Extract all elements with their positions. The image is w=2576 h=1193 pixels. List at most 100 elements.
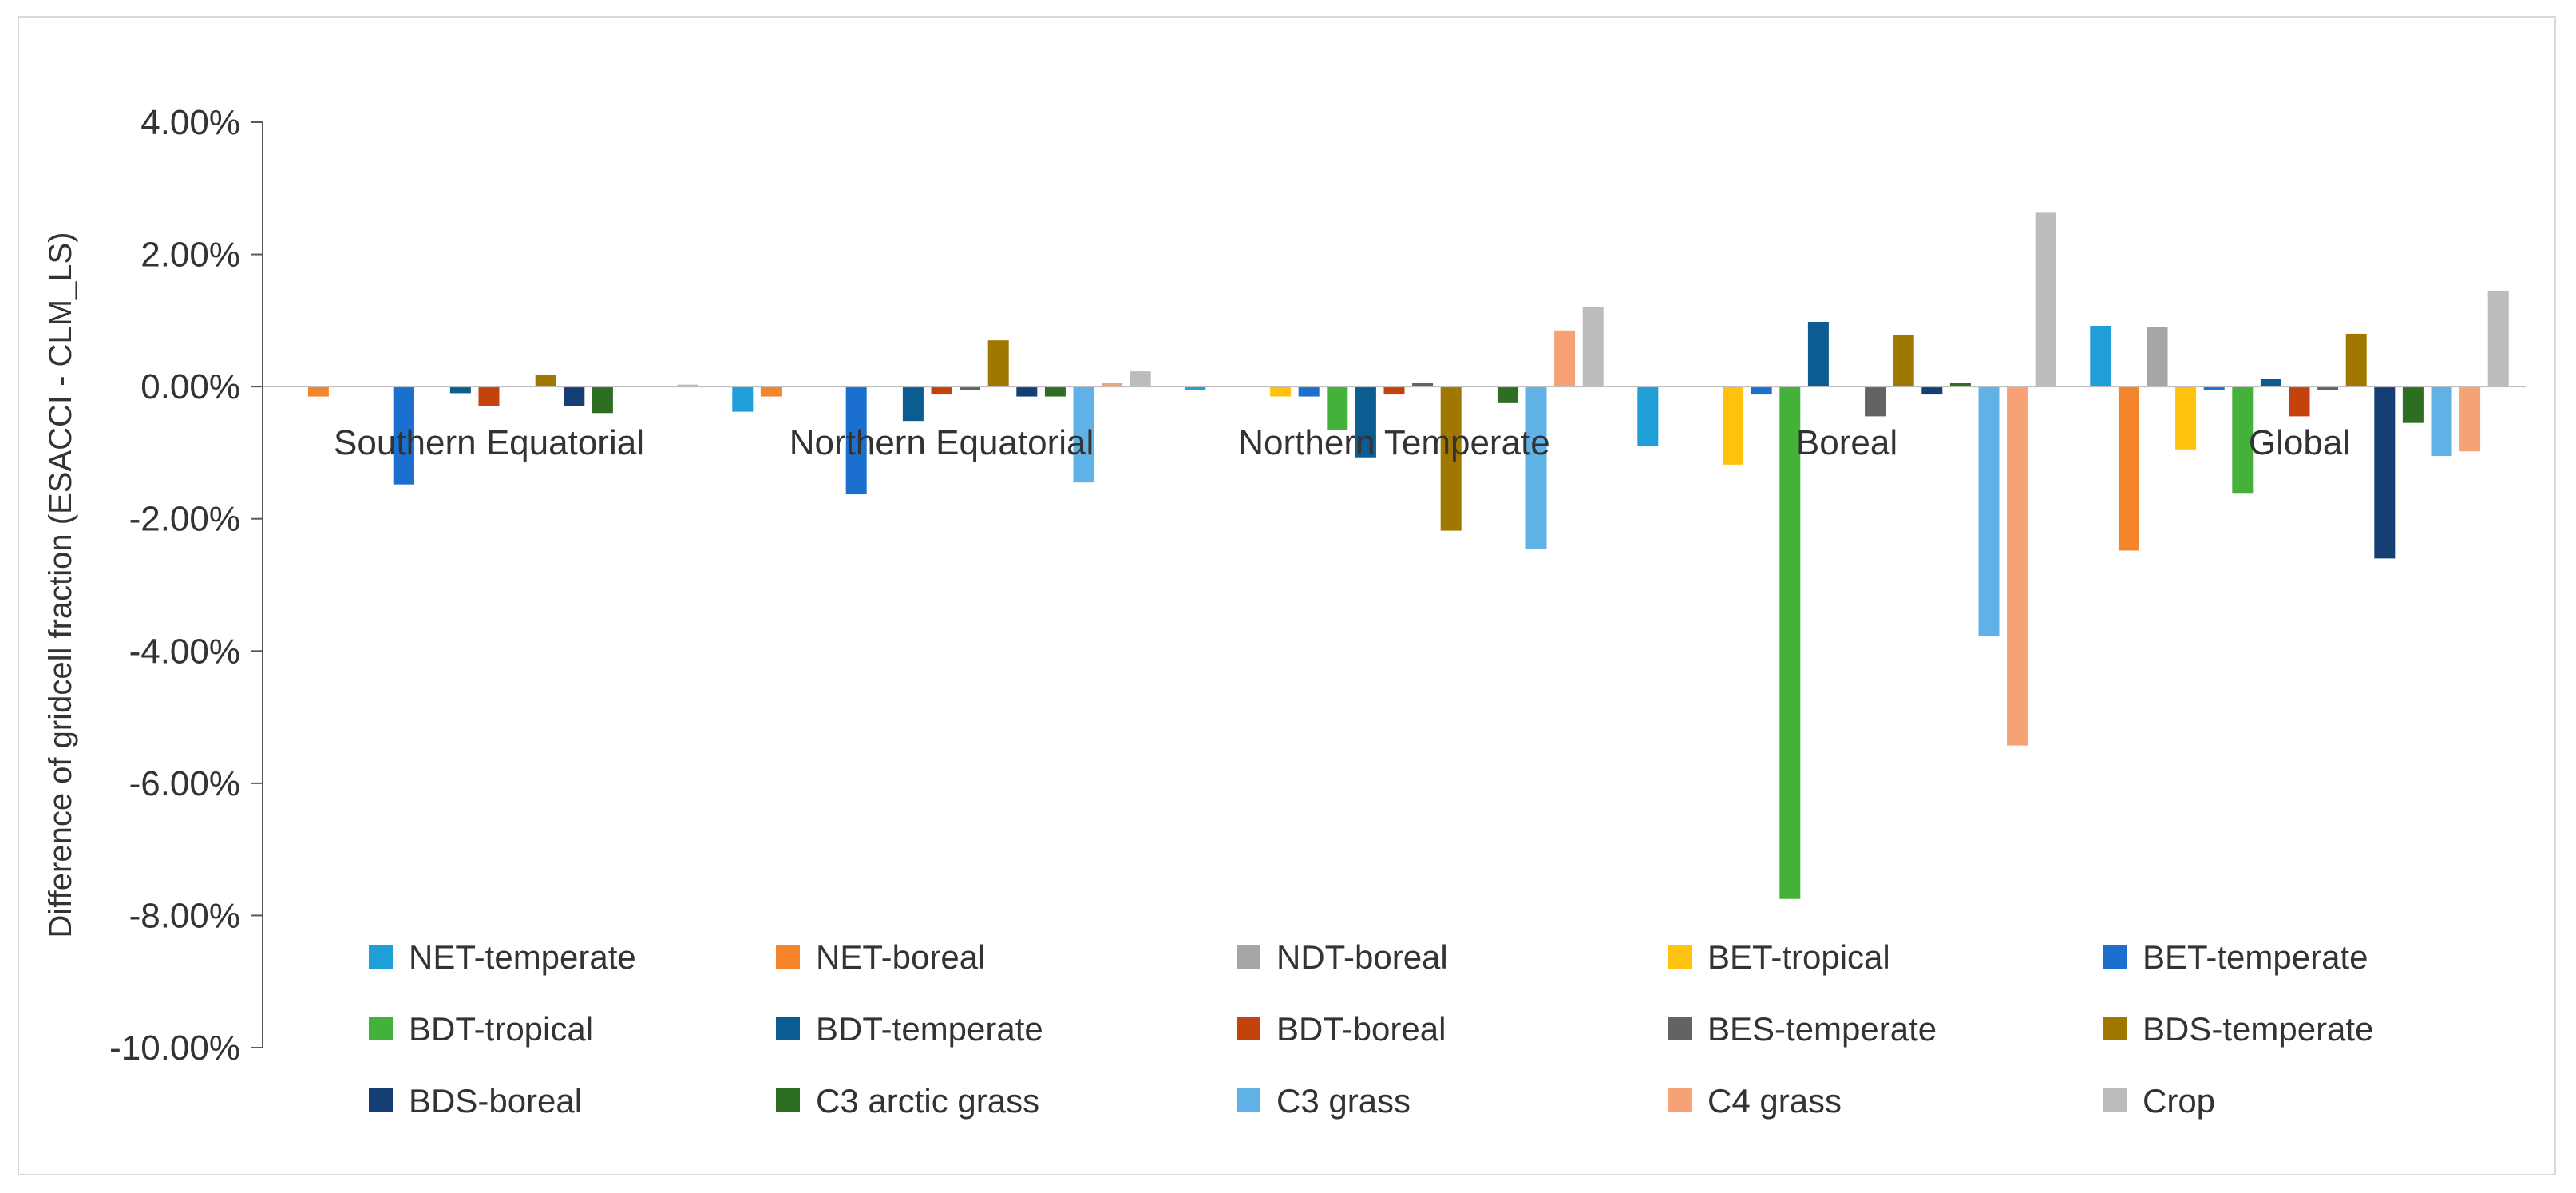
bar-bdt-temperate-southern-equatorial bbox=[449, 386, 471, 394]
category-label: Northern Equatorial bbox=[789, 423, 1094, 462]
y-tick-labels: 4.00% 2.00% 0.00% -2.00% -4.00% -6.00% -8.00% -… bbox=[109, 103, 263, 1068]
legend-label: NDT-boreal bbox=[1276, 938, 1448, 976]
bar-bdt-temperate-global bbox=[2260, 379, 2281, 387]
legend-item: NET-temperate bbox=[369, 938, 636, 976]
bar-bds-boreal-northern-equatorial bbox=[1016, 386, 1038, 397]
legend-item: C4 grass bbox=[1668, 1082, 1842, 1120]
legend-label: BET-temperate bbox=[2143, 938, 2368, 976]
bar-bet-temperate-northern-temperate bbox=[1298, 386, 1320, 397]
y-tick-label: -10.00% bbox=[109, 1029, 240, 1068]
bar-bdt-tropical-northern-temperate bbox=[1327, 386, 1348, 430]
category-labels: Southern Equatorial Northern Equatorial No… bbox=[334, 423, 2350, 462]
legend-label: BDS-temperate bbox=[2143, 1010, 2373, 1048]
legend-swatch bbox=[776, 1088, 800, 1112]
legend-item: BDT-tropical bbox=[369, 1010, 593, 1048]
bar-bds-boreal-global bbox=[2374, 386, 2396, 559]
legend-swatch bbox=[369, 1017, 393, 1040]
bar-c3-grass-northern-temperate bbox=[1525, 386, 1547, 549]
bar-bet-temperate-boreal bbox=[1751, 386, 1772, 395]
bar-bdt-tropical-boreal bbox=[1779, 386, 1801, 899]
bar-net-temperate-northern-temperate bbox=[1185, 386, 1206, 390]
legend-swatch bbox=[1668, 1088, 1692, 1112]
bar-bds-boreal-boreal bbox=[1921, 386, 1943, 395]
bars bbox=[307, 212, 2509, 899]
bar-bdt-boreal-northern-temperate bbox=[1383, 386, 1405, 395]
legend-swatch bbox=[369, 1088, 393, 1112]
bar-chart: 4.00% 2.00% 0.00% -2.00% -4.00% -6.00% -8.00% -… bbox=[43, 103, 2526, 1120]
legend-item: BDT-boreal bbox=[1237, 1010, 1446, 1048]
legend-item: BDT-temperate bbox=[776, 1010, 1043, 1048]
bar-c3-arctic-grass-boreal bbox=[1949, 383, 1971, 387]
legend-item: BES-temperate bbox=[1668, 1010, 1937, 1048]
bar-bet-tropical-boreal bbox=[1723, 386, 1744, 465]
bar-bdt-temperate-boreal bbox=[1807, 322, 1829, 387]
category-label: Northern Temperate bbox=[1238, 423, 1550, 462]
legend-label: BET-tropical bbox=[1707, 938, 1890, 976]
bar-bes-temperate-northern-equatorial bbox=[960, 386, 981, 390]
bar-bet-temperate-northern-equatorial bbox=[845, 386, 867, 495]
legend-swatch bbox=[1668, 945, 1692, 969]
chart-frame: 4.00% 2.00% 0.00% -2.00% -4.00% -6.00% -8.00% -… bbox=[18, 16, 2556, 1175]
y-tick-label: -6.00% bbox=[129, 764, 240, 803]
bar-crop-northern-temperate bbox=[1582, 307, 1604, 387]
bar-crop-northern-equatorial bbox=[1130, 371, 1151, 387]
y-tick-label: -4.00% bbox=[129, 632, 240, 671]
legend-swatch bbox=[1237, 1088, 1260, 1112]
bar-bds-temperate-northern-temperate bbox=[1440, 386, 1462, 531]
bar-ndt-boreal-global bbox=[2147, 327, 2168, 387]
bar-net-boreal-northern-equatorial bbox=[760, 386, 782, 397]
legend-label: C3 arctic grass bbox=[816, 1082, 1039, 1120]
category-label: Global bbox=[2249, 423, 2350, 462]
legend-swatch bbox=[2103, 1088, 2127, 1112]
y-tick-label: 4.00% bbox=[140, 103, 240, 142]
bar-bet-tropical-global bbox=[2175, 386, 2197, 450]
bar-crop-southern-equatorial bbox=[677, 384, 698, 387]
y-tick-label: -8.00% bbox=[129, 896, 240, 935]
legend-label: C3 grass bbox=[1276, 1082, 1411, 1120]
legend-item: NDT-boreal bbox=[1237, 938, 1448, 976]
legend-label: BDT-temperate bbox=[816, 1010, 1043, 1048]
bar-bdt-boreal-southern-equatorial bbox=[478, 386, 500, 406]
bar-bdt-boreal-northern-equatorial bbox=[931, 386, 952, 395]
bar-crop-boreal bbox=[2035, 212, 2056, 387]
axes bbox=[262, 122, 2526, 1048]
legend-label: Crop bbox=[2143, 1082, 2215, 1120]
bar-bet-temperate-southern-equatorial bbox=[393, 386, 414, 485]
y-tick-label: -2.00% bbox=[129, 500, 240, 539]
legend-label: NET-boreal bbox=[816, 938, 985, 976]
bar-bds-temperate-boreal bbox=[1893, 335, 1914, 387]
y-tick-label: 0.00% bbox=[140, 367, 240, 406]
legend-swatch bbox=[776, 1017, 800, 1040]
y-tick-label: 2.00% bbox=[140, 236, 240, 275]
bar-bdt-temperate-northern-equatorial bbox=[902, 386, 924, 422]
bar-bds-temperate-northern-equatorial bbox=[987, 340, 1009, 387]
legend-item: Crop bbox=[2103, 1082, 2215, 1120]
legend-swatch bbox=[1237, 1017, 1260, 1040]
bar-bds-temperate-southern-equatorial bbox=[535, 375, 556, 387]
bar-bds-boreal-southern-equatorial bbox=[564, 386, 585, 406]
bar-c4-grass-northern-equatorial bbox=[1102, 383, 1123, 387]
category-label: Southern Equatorial bbox=[334, 423, 644, 462]
bar-bdt-tropical-global bbox=[2232, 386, 2254, 494]
bar-net-temperate-northern-equatorial bbox=[732, 386, 754, 412]
y-axis-title: Difference of gridcell fraction (ESACCI … bbox=[43, 232, 78, 937]
bar-bdt-temperate-northern-temperate bbox=[1355, 386, 1376, 458]
legend-label: NET-temperate bbox=[409, 938, 636, 976]
category-label: Boreal bbox=[1796, 423, 1897, 462]
legend-label: BES-temperate bbox=[1707, 1010, 1937, 1048]
legend: NET-temperate NET-boreal NDT-boreal BET-tro… bbox=[369, 938, 2373, 1120]
bar-bet-tropical-northern-temperate bbox=[1270, 386, 1292, 397]
bar-net-boreal-global bbox=[2118, 386, 2139, 551]
bar-c3-grass-global bbox=[2431, 386, 2452, 457]
bar-c3-grass-boreal bbox=[1978, 386, 2000, 637]
legend-item: BET-tropical bbox=[1668, 938, 1890, 976]
legend-item: BDS-boreal bbox=[369, 1082, 582, 1120]
bar-c4-grass-northern-temperate bbox=[1554, 330, 1576, 387]
legend-swatch bbox=[2103, 1017, 2127, 1040]
bar-bes-temperate-boreal bbox=[1865, 386, 1886, 417]
legend-item: NET-boreal bbox=[776, 938, 985, 976]
legend-item: C3 arctic grass bbox=[776, 1082, 1039, 1120]
bar-bdt-boreal-global bbox=[2289, 386, 2310, 417]
legend-swatch bbox=[776, 945, 800, 969]
bar-c3-grass-northern-equatorial bbox=[1073, 386, 1094, 483]
